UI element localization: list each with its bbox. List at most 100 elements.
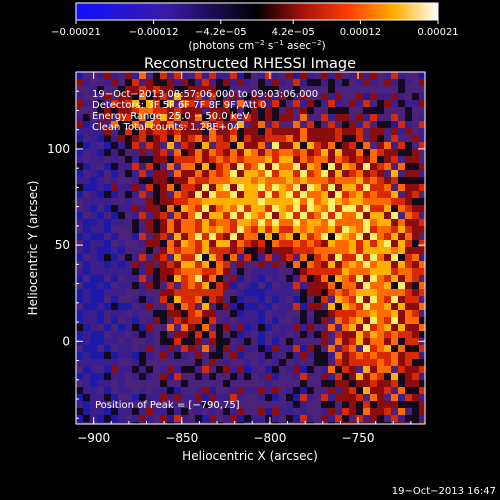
heatmap-cell	[146, 170, 153, 177]
heatmap-cell	[265, 198, 272, 205]
heatmap-cell	[97, 128, 104, 135]
heatmap-cell	[132, 170, 139, 177]
heatmap-cell	[419, 205, 425, 212]
heatmap-cell	[118, 212, 125, 219]
heatmap-cell	[181, 324, 188, 331]
heatmap-cell	[76, 268, 83, 275]
heatmap-cell	[111, 324, 118, 331]
heatmap-cell	[195, 184, 202, 191]
heatmap-cell	[307, 198, 314, 205]
heatmap-cell	[139, 310, 146, 317]
heatmap-cell	[342, 79, 349, 86]
heatmap-cell	[314, 170, 321, 177]
heatmap-cell	[279, 114, 286, 121]
heatmap-cell	[300, 254, 307, 261]
heatmap-cell	[230, 268, 237, 275]
heatmap-cell	[216, 184, 223, 191]
heatmap-cell	[76, 296, 83, 303]
heatmap-cell	[237, 170, 244, 177]
heatmap-cell	[244, 352, 251, 359]
heatmap-cell	[223, 198, 230, 205]
heatmap-cell	[328, 163, 335, 170]
colorbar-tick-label: −4.2e−05	[195, 27, 247, 38]
heatmap-cell	[405, 387, 412, 394]
heatmap-cell	[97, 282, 104, 289]
heatmap-cell	[363, 310, 370, 317]
heatmap-cell	[363, 93, 370, 100]
heatmap-cell	[265, 324, 272, 331]
heatmap-cell	[349, 296, 356, 303]
heatmap-cell	[293, 415, 300, 422]
heatmap-cell	[160, 149, 167, 156]
heatmap-cell	[174, 247, 181, 254]
heatmap-cell	[76, 289, 83, 296]
heatmap-cell	[412, 149, 419, 156]
heatmap-cell	[370, 317, 377, 324]
heatmap-cell	[391, 317, 398, 324]
heatmap-cell	[125, 401, 132, 408]
heatmap-cell	[398, 107, 405, 114]
heatmap-cell	[370, 303, 377, 310]
heatmap-cell	[419, 275, 425, 282]
heatmap-cell	[300, 198, 307, 205]
heatmap-cell	[384, 359, 391, 366]
heatmap-cell	[363, 100, 370, 107]
heatmap-cell	[118, 338, 125, 345]
heatmap-cell	[251, 184, 258, 191]
heatmap-cell	[419, 373, 425, 380]
heatmap-cell	[391, 352, 398, 359]
heatmap-cell	[363, 394, 370, 401]
heatmap-cell	[216, 310, 223, 317]
heatmap-cell	[160, 408, 167, 415]
heatmap-cell	[265, 352, 272, 359]
heatmap-cell	[314, 198, 321, 205]
heatmap-cell	[139, 135, 146, 142]
heatmap-cell	[398, 219, 405, 226]
heatmap-cell	[104, 121, 111, 128]
heatmap-cell	[104, 338, 111, 345]
heatmap-cell	[76, 212, 83, 219]
heatmap-cell	[174, 254, 181, 261]
heatmap-cell	[195, 240, 202, 247]
heatmap-cell	[314, 331, 321, 338]
heatmap-cell	[342, 380, 349, 387]
heatmap-cell	[174, 191, 181, 198]
heatmap-cell	[188, 268, 195, 275]
heatmap-cell	[335, 275, 342, 282]
heatmap-cell	[405, 191, 412, 198]
heatmap-cell	[419, 394, 425, 401]
heatmap-cell	[265, 408, 272, 415]
heatmap-cell	[419, 387, 425, 394]
heatmap-cell	[146, 408, 153, 415]
heatmap-cell	[174, 289, 181, 296]
heatmap-cell	[188, 191, 195, 198]
heatmap-cell	[314, 394, 321, 401]
heatmap-cell	[279, 352, 286, 359]
heatmap-cell	[188, 275, 195, 282]
heatmap-cell	[76, 93, 83, 100]
heatmap-cell	[258, 184, 265, 191]
heatmap-cell	[111, 142, 118, 149]
heatmap-cell	[139, 366, 146, 373]
heatmap-cell	[405, 240, 412, 247]
heatmap-cell	[370, 240, 377, 247]
heatmap-cell	[272, 226, 279, 233]
heatmap-cell	[419, 422, 425, 424]
heatmap-cell	[377, 422, 384, 424]
heatmap-cell	[286, 366, 293, 373]
heatmap-cell	[321, 331, 328, 338]
heatmap-cell	[342, 163, 349, 170]
heatmap-cell	[419, 282, 425, 289]
heatmap-cell	[111, 135, 118, 142]
heatmap-cell	[265, 142, 272, 149]
heatmap-cell	[363, 401, 370, 408]
heatmap-cell	[132, 149, 139, 156]
heatmap-cell	[244, 401, 251, 408]
heatmap-cell	[181, 261, 188, 268]
heatmap-cell	[202, 219, 209, 226]
heatmap-cell	[314, 184, 321, 191]
heatmap-cell	[272, 415, 279, 422]
heatmap-cell	[314, 380, 321, 387]
heatmap-cell	[370, 184, 377, 191]
heatmap-cell	[349, 247, 356, 254]
